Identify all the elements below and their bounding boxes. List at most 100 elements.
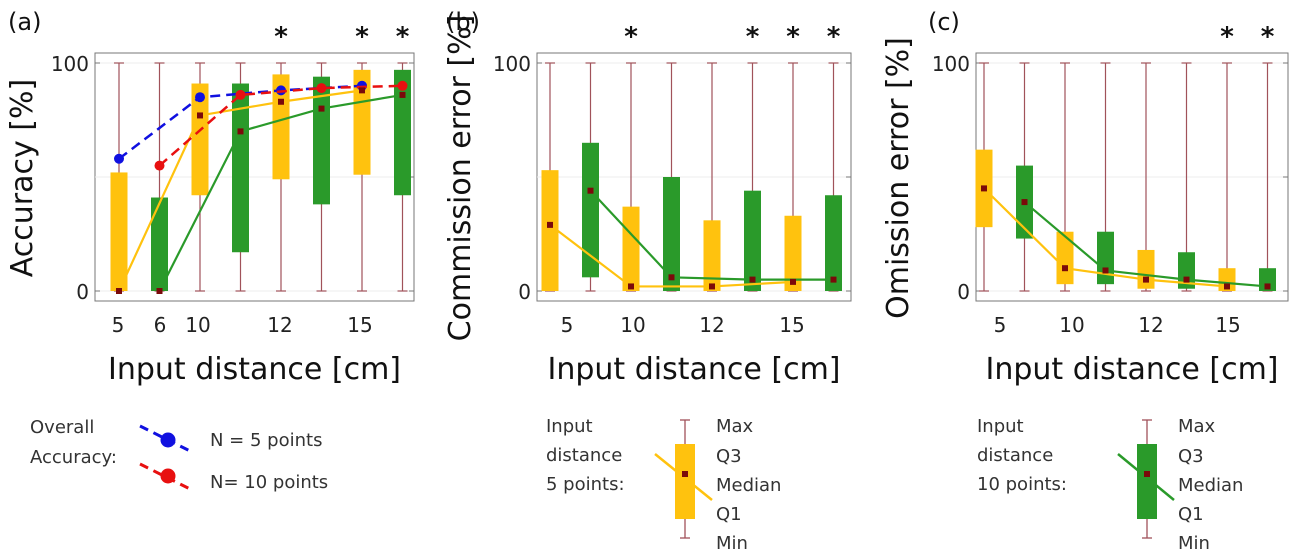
- box-yellow: [110, 172, 128, 291]
- box-yellow: [784, 215, 802, 291]
- legend-box5-q1: Q1: [716, 504, 742, 525]
- median-line-green: [1023, 201, 1268, 288]
- x-axis-label: Input distance [cm]: [548, 352, 841, 387]
- legend-n10-marker: [160, 468, 176, 484]
- median-marker: [399, 91, 406, 98]
- median-line-yellow: [983, 187, 1228, 288]
- legend-box5-box: [675, 444, 695, 519]
- overall-accuracy-point: [154, 160, 165, 171]
- significance-star: *: [396, 22, 410, 52]
- median-line-yellow: [549, 224, 794, 288]
- y-tick-label: 100: [932, 52, 970, 76]
- median-marker: [116, 288, 122, 294]
- y-tick-label: 0: [957, 280, 970, 304]
- x-tick-label: 12: [1138, 313, 1163, 337]
- legend-box5-line1: Input: [546, 416, 593, 437]
- y-axis-label: Accuracy [%]: [5, 79, 40, 277]
- box-yellow: [191, 83, 209, 196]
- legend-box10-line1: Input: [977, 416, 1024, 437]
- legend-box5-q3: Q3: [716, 446, 742, 467]
- legend-box5-line3: 5 points:: [546, 474, 625, 495]
- median-marker: [318, 105, 325, 112]
- panel-label: (a): [8, 8, 41, 36]
- median-marker: [981, 185, 987, 192]
- median-marker: [1021, 199, 1028, 206]
- x-tick-label: 5: [561, 313, 574, 337]
- median-marker: [237, 128, 244, 135]
- legend-box10-min: Min: [1178, 533, 1210, 552]
- x-tick-label: 5: [112, 313, 125, 337]
- median-line-yellow: [118, 89, 363, 292]
- overall-accuracy-point: [235, 89, 246, 100]
- legend-box10-line3: 10 points:: [977, 474, 1067, 495]
- x-tick-label: 15: [347, 313, 372, 337]
- x-tick-label: 10: [185, 313, 210, 337]
- overall-accuracy-point: [316, 83, 327, 94]
- box-yellow: [1137, 249, 1155, 289]
- significance-star: *: [1220, 22, 1234, 52]
- box-green: [394, 69, 411, 196]
- box-green: [1097, 231, 1114, 285]
- legend-n10-label: N= 10 points: [210, 472, 328, 493]
- legend-box10-median-label: Median: [1178, 475, 1243, 496]
- panel-label: (c): [928, 8, 960, 36]
- y-tick-label: 100: [493, 52, 531, 76]
- y-tick-label: 0: [76, 280, 89, 304]
- box-yellow: [703, 220, 721, 291]
- median-marker: [1143, 276, 1149, 283]
- box-green: [582, 142, 599, 278]
- legend-box5-median: [682, 471, 688, 477]
- x-tick-label: 5: [994, 313, 1007, 337]
- median-marker: [1102, 267, 1109, 274]
- panel-1: 0 100 5 10 12 15 * * * * (b)Commission error [%] In…: [443, 8, 852, 387]
- overall-accuracy-point: [195, 92, 205, 103]
- panel-2: 0 100 5 10 12 15 * * (c) Omission error [%] Input …: [881, 8, 1289, 387]
- significance-star: *: [786, 22, 800, 52]
- panel-0: 0 100 5 6 10 12 15 * * * (a) Accuracy [%] Input dist…: [5, 8, 415, 387]
- significance-star: *: [1261, 22, 1275, 52]
- box-yellow: [353, 69, 371, 175]
- significance-star: *: [827, 22, 841, 52]
- y-tick-label: 0: [518, 280, 531, 304]
- box-yellow: [622, 206, 640, 291]
- box-green: [232, 83, 249, 253]
- median-marker: [1183, 276, 1190, 283]
- y-axis-label: Omission error [%]: [881, 37, 916, 319]
- median-marker: [547, 221, 553, 228]
- median-marker: [197, 112, 203, 119]
- legend-overall-accuracy: Overall Accuracy: N = 5 points N= 10 poi…: [30, 417, 328, 493]
- significance-star: *: [624, 22, 638, 52]
- legend-n5-line: [139, 424, 193, 454]
- legend-box5-min: Min: [716, 533, 748, 552]
- median-marker: [749, 276, 756, 283]
- significance-star: *: [746, 22, 760, 52]
- box-yellow: [1056, 231, 1074, 285]
- median-marker: [1224, 283, 1230, 290]
- overall-accuracy-line-1: [158, 84, 403, 167]
- legend-n10-line: [139, 462, 193, 492]
- legend-n5-marker: [160, 432, 176, 448]
- legend-overall-title-line2: Accuracy:: [30, 447, 117, 468]
- y-tick-label: 100: [51, 52, 89, 76]
- legend-n5-label: N = 5 points: [210, 430, 322, 451]
- legend-box-5-points: Input distance 5 points: Max Q3 Median Q…: [546, 416, 781, 552]
- legend-box10-q3: Q3: [1178, 446, 1204, 467]
- x-axis-label: Input distance [cm]: [986, 352, 1279, 387]
- significance-star: *: [274, 22, 288, 52]
- x-tick-label: 6: [154, 313, 167, 337]
- box-yellow: [541, 170, 559, 291]
- box-green: [825, 195, 842, 291]
- median-marker: [709, 283, 715, 290]
- x-tick-label: 15: [1215, 313, 1240, 337]
- median-marker: [628, 283, 634, 290]
- median-marker: [668, 274, 675, 281]
- x-tick-label: 12: [699, 313, 724, 337]
- y-axis-label: Commission error [%]: [443, 15, 478, 342]
- median-marker: [830, 276, 837, 283]
- median-marker: [1062, 265, 1068, 272]
- legend-box5-line2: distance: [546, 445, 622, 466]
- median-line-green: [158, 93, 403, 292]
- median-marker: [156, 288, 163, 294]
- box-green: [151, 197, 168, 291]
